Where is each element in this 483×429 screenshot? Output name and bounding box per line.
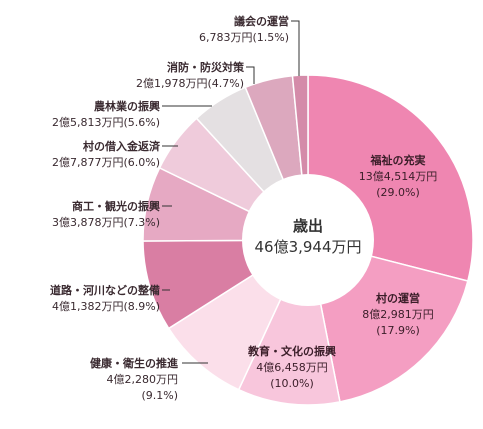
slice-label-6: 村の借入金返済 2億7,877万円(6.0%): [52, 139, 161, 169]
slice-label-name: 農林業の振興: [94, 99, 160, 113]
slice-label-name: 道路・河川などの整備: [50, 283, 160, 297]
slice-label-amount: 6,783万円(1.5%): [199, 31, 289, 44]
slice-label-percent: (6.0%): [123, 156, 160, 169]
center-title: 歳出: [293, 217, 323, 235]
slice-label-percent: (10.0%): [270, 377, 314, 390]
leader-line-9: [291, 20, 300, 76]
slice-label-4: 道路・河川などの整備 4億1,382万円(8.9%): [50, 283, 160, 313]
slice-label-name: 議会の運営: [234, 14, 289, 28]
center-total: 46億3,944万円: [254, 238, 361, 256]
slice-label-percent: (5.6%): [123, 116, 160, 129]
slice-label-amount: 4億2,280万円: [107, 373, 179, 386]
slice-label-amount: 2億7,877万円(6.0%): [52, 156, 160, 169]
slice-label-amount: 8億2,981万円: [362, 308, 434, 321]
slice-label-8: 消防・防災対策 2億1,978万円(4.7%): [136, 60, 245, 90]
slice-label-name: 村の運営: [376, 291, 420, 305]
slice-label-percent: (9.1%): [141, 389, 178, 402]
slice-label-9: 議会の運営 6,783万円(1.5%): [199, 14, 289, 44]
slice-label-7: 農林業の振興 2億5,813万円(5.6%): [52, 99, 160, 129]
slice-label-5: 商工・観光の振興 3億3,878万円(7.3%): [52, 199, 160, 229]
slice-label-percent: (8.9%): [123, 300, 160, 313]
slice-label-percent: (7.3%): [123, 216, 160, 229]
slice-label-amount: 2億5,813万円(5.6%): [52, 116, 160, 129]
slice-label-name: 健康・衛生の推進: [90, 356, 179, 370]
slice-label-amount: 4億6,458万円: [256, 361, 328, 374]
slice-label-amount: 3億3,878万円(7.3%): [52, 216, 160, 229]
slice-label-name: 教育・文化の振興: [247, 344, 336, 358]
leader-lines: [162, 20, 300, 364]
slice-label-amount: 13億4,514万円: [359, 170, 438, 183]
slice-label-1: 村の運営 8億2,981万円 (17.9%): [362, 291, 434, 337]
slice-label-amount: 4億1,382万円(8.9%): [52, 300, 160, 313]
leader-line-8: [246, 66, 255, 84]
slice-label-0: 福祉の充実 13億4,514万円 (29.0%): [359, 153, 438, 199]
slice-labels: 福祉の充実 13億4,514万円 (29.0%) 村の運営 8億2,981万円 (17.9…: [50, 14, 437, 402]
slice-label-percent: (4.7%): [207, 77, 244, 90]
donut-hole: [242, 174, 374, 306]
slice-label-name: 商工・観光の振興: [72, 199, 160, 213]
slice-label-name: 村の借入金返済: [83, 139, 161, 153]
slice-label-percent: (29.0%): [376, 186, 420, 199]
slice-label-amount: 2億1,978万円(4.7%): [136, 77, 244, 90]
slice-label-name: 福祉の充実: [370, 153, 426, 167]
slice-label-2: 教育・文化の振興 4億6,458万円 (10.0%): [247, 344, 336, 390]
slice-label-percent: (1.5%): [252, 31, 289, 44]
slice-label-3: 健康・衛生の推進 4億2,280万円 (9.1%): [90, 356, 179, 402]
slice-label-percent: (17.9%): [376, 324, 420, 337]
slice-label-name: 消防・防災対策: [167, 60, 245, 74]
